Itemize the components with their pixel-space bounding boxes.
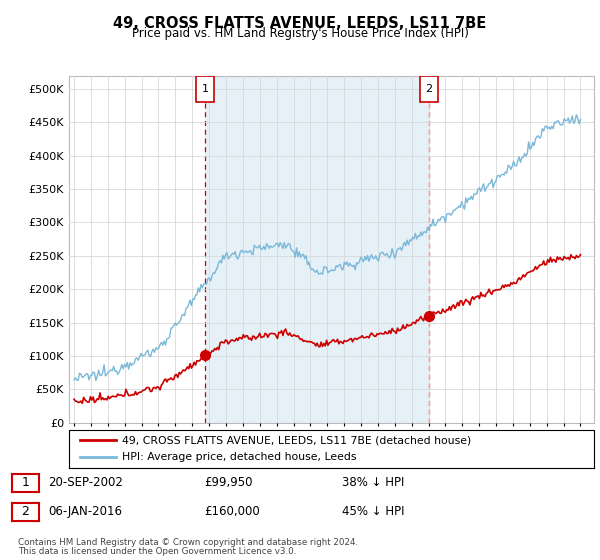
Text: 06-JAN-2016: 06-JAN-2016 (48, 505, 122, 519)
Text: £160,000: £160,000 (204, 505, 260, 519)
Text: 45% ↓ HPI: 45% ↓ HPI (342, 505, 404, 519)
Text: 38% ↓ HPI: 38% ↓ HPI (342, 476, 404, 489)
Text: 1: 1 (202, 84, 209, 94)
Text: HPI: Average price, detached house, Leeds: HPI: Average price, detached house, Leed… (121, 452, 356, 462)
Bar (196, 76, 214, 102)
Text: 20-SEP-2002: 20-SEP-2002 (48, 476, 123, 489)
Text: 49, CROSS FLATTS AVENUE, LEEDS, LS11 7BE (detached house): 49, CROSS FLATTS AVENUE, LEEDS, LS11 7BE… (121, 435, 471, 445)
Bar (205, 76, 429, 423)
Text: 49, CROSS FLATTS AVENUE, LEEDS, LS11 7BE: 49, CROSS FLATTS AVENUE, LEEDS, LS11 7BE (113, 16, 487, 31)
Bar (419, 76, 438, 102)
Text: This data is licensed under the Open Government Licence v3.0.: This data is licensed under the Open Gov… (18, 547, 296, 556)
Text: £99,950: £99,950 (204, 476, 253, 489)
Text: 1: 1 (22, 476, 29, 489)
Text: Price paid vs. HM Land Registry's House Price Index (HPI): Price paid vs. HM Land Registry's House … (131, 27, 469, 40)
Text: Contains HM Land Registry data © Crown copyright and database right 2024.: Contains HM Land Registry data © Crown c… (18, 538, 358, 547)
Text: 2: 2 (22, 505, 29, 519)
Text: 2: 2 (425, 84, 433, 94)
